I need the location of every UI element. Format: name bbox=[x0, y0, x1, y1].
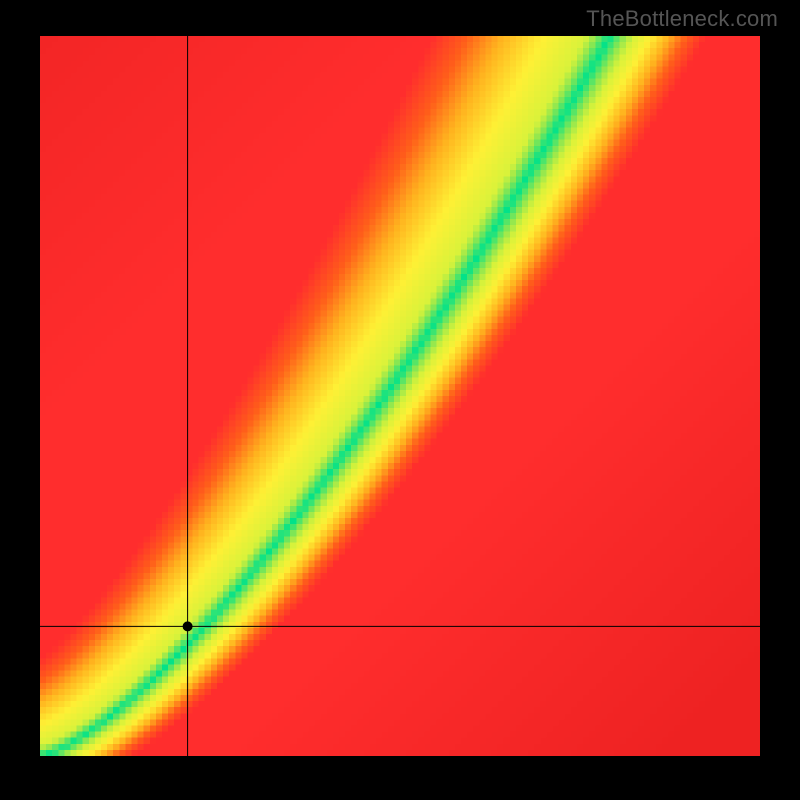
watermark-label: TheBottleneck.com bbox=[586, 6, 778, 32]
chart-container: TheBottleneck.com bbox=[0, 0, 800, 800]
bottleneck-heatmap bbox=[40, 36, 760, 756]
